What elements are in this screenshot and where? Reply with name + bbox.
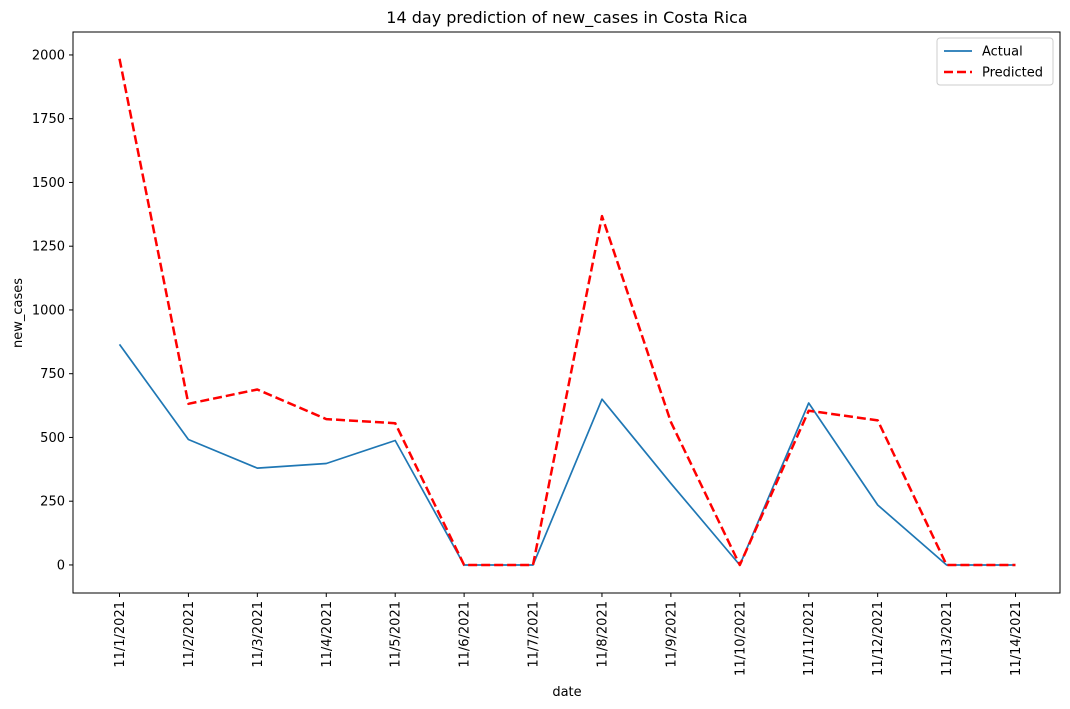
plot-area [72, 31, 1061, 594]
legend-label-actual: Actual [982, 45, 1023, 60]
y-tick-label: 1500 [32, 176, 65, 191]
y-tick-label: 250 [40, 495, 65, 510]
y-axis: 0 250 500 750 1000 1250 1500 1750 2000 [32, 48, 73, 573]
legend: Actual Predicted [936, 37, 1054, 86]
y-tick-label: 500 [40, 431, 65, 446]
x-tick-label: 11/13/2021 [940, 601, 955, 676]
chart-title: 14 day prediction of new_cases in Costa … [386, 8, 747, 28]
x-axis: 11/1/2021 11/2/2021 11/3/2021 11/4/2021 11/5… [113, 593, 1024, 676]
x-tick-label: 11/7/2021 [527, 601, 542, 668]
x-axis-label: date [552, 685, 581, 700]
x-tick-label: 11/9/2021 [664, 601, 679, 668]
x-tick-label: 11/12/2021 [871, 601, 886, 676]
series-line-actual [118, 343, 1016, 566]
y-tick-label: 1750 [32, 112, 65, 127]
y-tick-label: 1000 [32, 303, 65, 318]
y-tick-label: 0 [57, 558, 65, 573]
series-line-predicted [118, 58, 1016, 567]
legend-label-predicted: Predicted [982, 66, 1043, 81]
plot-frame [72, 31, 1061, 594]
y-tick-label: 2000 [32, 48, 65, 63]
x-tick-label: 11/10/2021 [733, 601, 748, 676]
x-tick-label: 11/11/2021 [802, 601, 817, 676]
x-tick-label: 11/6/2021 [458, 601, 473, 668]
x-tick-label: 11/3/2021 [251, 601, 266, 668]
x-tick-label: 11/1/2021 [113, 601, 128, 668]
series-lines [118, 58, 1016, 567]
x-tick-label: 11/2/2021 [182, 601, 197, 668]
y-tick-label: 750 [40, 367, 65, 382]
x-tick-label: 11/4/2021 [320, 601, 335, 668]
y-tick-label: 1250 [32, 240, 65, 255]
x-tick-label: 11/8/2021 [595, 601, 610, 668]
y-axis-label: new_cases [11, 278, 26, 348]
x-tick-label: 11/14/2021 [1009, 601, 1024, 676]
x-tick-label: 11/5/2021 [389, 601, 404, 668]
